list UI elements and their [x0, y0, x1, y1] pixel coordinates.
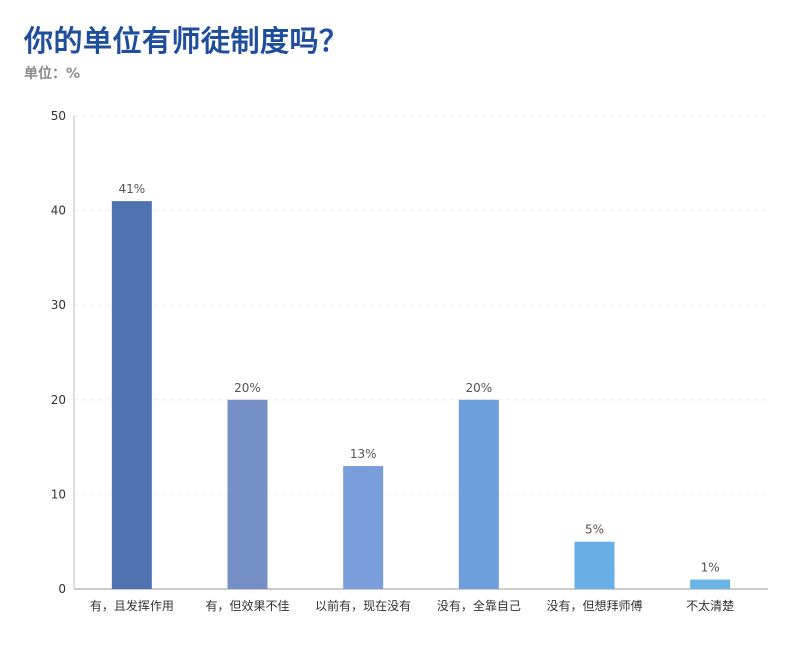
x-category-label: 没有，但想拜师傅	[546, 598, 642, 613]
bar	[111, 201, 152, 589]
bar	[227, 399, 268, 589]
x-category-label: 不太清楚	[686, 598, 734, 613]
chart-title: 你的单位有师徒制度吗？	[24, 24, 349, 58]
y-tick-label: 0	[58, 582, 66, 596]
bar	[458, 399, 499, 589]
data-label: 13%	[350, 447, 377, 461]
y-tick-label: 30	[51, 298, 66, 312]
y-tick-label: 50	[51, 109, 66, 123]
bar	[343, 466, 384, 589]
y-tick-label: 40	[51, 204, 66, 218]
data-label: 41%	[118, 182, 145, 196]
x-category-label: 没有，全靠自己	[437, 598, 521, 613]
y-tick-label: 10	[51, 487, 66, 501]
x-category-label: 有，但效果不佳	[205, 598, 289, 613]
x-category-label: 有，且发挥作用	[90, 598, 174, 613]
data-label: 20%	[465, 381, 492, 395]
data-label: 5%	[585, 523, 604, 537]
data-label: 1%	[701, 561, 720, 575]
bar	[690, 579, 731, 589]
x-category-label: 以前有，现在没有	[315, 598, 411, 613]
data-label: 20%	[234, 381, 261, 395]
bar	[574, 541, 615, 589]
unit-label: 单位：%	[24, 66, 81, 82]
y-tick-label: 20	[51, 393, 66, 407]
